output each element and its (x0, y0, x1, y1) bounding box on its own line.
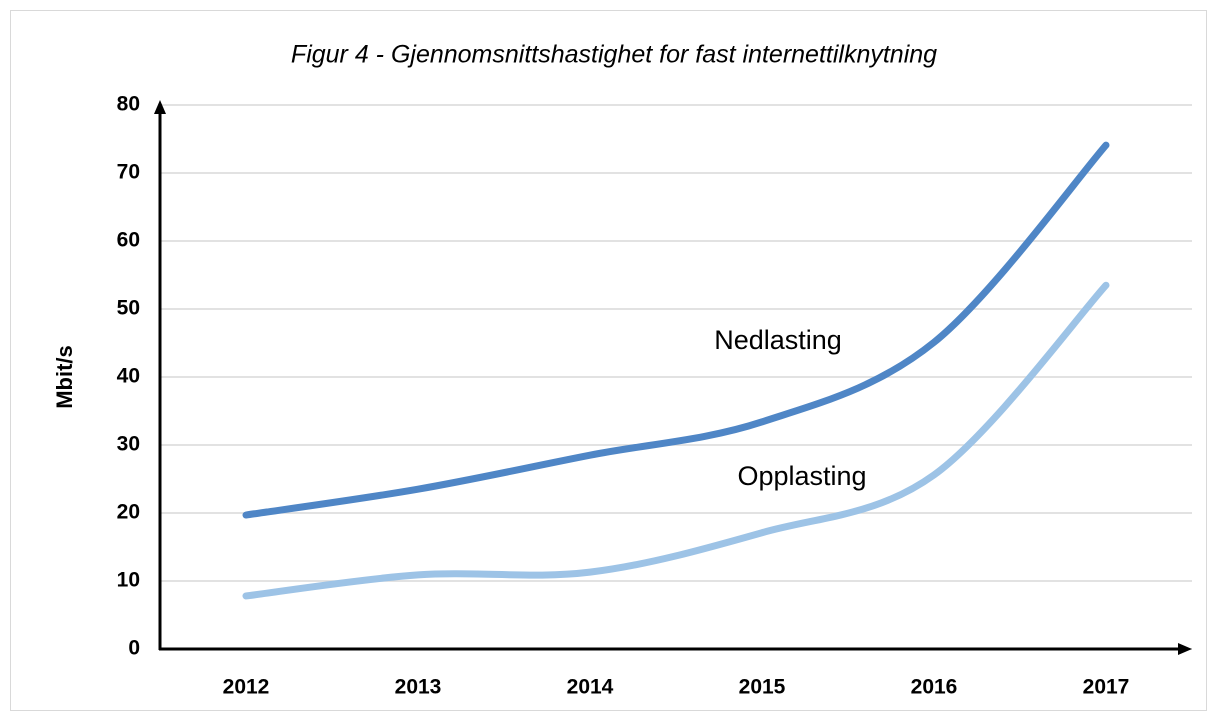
y-tick-label: 30 (117, 433, 140, 456)
y-tick-label: 0 (128, 637, 140, 660)
line-series (242, 281, 1110, 600)
series-label: Opplasting (737, 461, 866, 491)
x-tick-label: 2015 (739, 676, 786, 699)
y-tick-label: 40 (117, 365, 140, 388)
series-label: Nedlasting (714, 325, 842, 355)
x-tick-label: 2013 (395, 676, 442, 699)
y-tick-label: 20 (117, 501, 140, 524)
y-tick-label: 80 (117, 93, 140, 116)
chart-title: Figur 4 - Gjennomsnittshastighet for fas… (291, 41, 937, 69)
x-tick-label: 2012 (223, 676, 270, 699)
line-series (242, 141, 1110, 519)
x-tick-label: 2016 (911, 676, 958, 699)
x-tick-label: 2017 (1083, 676, 1130, 699)
y-axis-arrow (154, 100, 166, 114)
y-axis-label: Mbit/s (52, 345, 77, 409)
x-tick-label: 2014 (567, 676, 614, 699)
x-axis-arrow (1178, 643, 1192, 655)
y-tick-label: 50 (117, 297, 140, 320)
y-tick-label: 10 (117, 569, 140, 592)
y-tick-label: 70 (117, 161, 140, 184)
y-tick-label: 60 (117, 229, 140, 252)
chart-border (10, 10, 1207, 711)
